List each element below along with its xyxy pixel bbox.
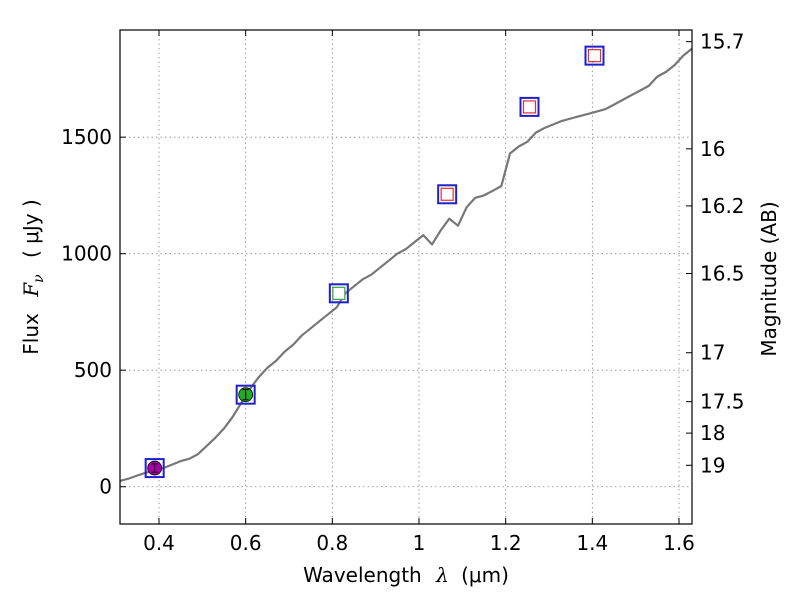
grid <box>120 30 692 524</box>
y-tick-label: 1000 <box>61 242 112 266</box>
y-axis-ticks: 0 500 1000 1500 <box>61 125 126 499</box>
magnitude-tick-label: 17.5 <box>700 390 745 414</box>
magnitude-tick-label: 16.5 <box>700 262 745 286</box>
magnitude-tick-label: 18 <box>700 421 725 445</box>
x-tick-label: 0.8 <box>316 531 348 555</box>
model-box <box>584 45 605 66</box>
x-axis-label-symbol: λ <box>435 563 449 587</box>
magnitude-axis-label: Magnitude (AB) <box>757 201 781 356</box>
magnitude-tick-label: 17 <box>700 341 725 365</box>
x-tick-label: 1.4 <box>576 531 608 555</box>
x-axis-ticks: 0.4 0.6 0.8 1 1.2 1.4 1.6 <box>143 30 695 555</box>
magnitude-tick-label: 16.2 <box>700 194 745 218</box>
y-axis-label-subscript: ν <box>31 274 47 283</box>
x-tick-label: 1.6 <box>663 531 695 555</box>
model-box <box>235 384 256 405</box>
model-box <box>328 283 349 304</box>
model-box <box>519 96 540 117</box>
y-tick-label: 500 <box>74 358 112 382</box>
model-box <box>437 184 458 205</box>
photometry-point <box>522 100 537 114</box>
photometry-point <box>440 187 454 201</box>
y-tick-label: 0 <box>99 475 112 499</box>
x-tick-label: 1.2 <box>490 531 522 555</box>
magnitude-tick-label: 19 <box>700 453 725 477</box>
photometry-point <box>332 286 346 300</box>
y-axis-label-text: Flux <box>19 313 43 355</box>
x-tick-label: 0.4 <box>143 531 175 555</box>
y-axis-label-unit: ( μJy ) <box>19 199 43 258</box>
x-axis-label: Wavelength λ (μm) <box>303 563 509 587</box>
x-axis-label-text: Wavelength <box>303 563 422 587</box>
model-box <box>144 458 165 479</box>
y-tick-label: 1500 <box>61 125 112 149</box>
y-axis-label-symbol: F <box>19 282 43 298</box>
y-axis-label: Flux Fν ( μJy ) <box>19 199 48 354</box>
series-layer <box>119 47 693 482</box>
x-axis-label-unit: (μm) <box>461 563 509 587</box>
photometry-points <box>144 45 605 479</box>
x-tick-label: 0.6 <box>230 531 262 555</box>
magnitude-tick-label: 16 <box>700 137 725 161</box>
magnitude-tick-label: 15.7 <box>700 30 745 54</box>
x-tick-label: 1 <box>413 531 426 555</box>
photometry-point <box>587 49 602 63</box>
spectrum-line <box>119 47 693 482</box>
plot-frame <box>119 29 693 525</box>
magnitude-axis-ticks: 15.7 16 16.2 16.5 17 17.5 18 19 <box>686 30 745 477</box>
